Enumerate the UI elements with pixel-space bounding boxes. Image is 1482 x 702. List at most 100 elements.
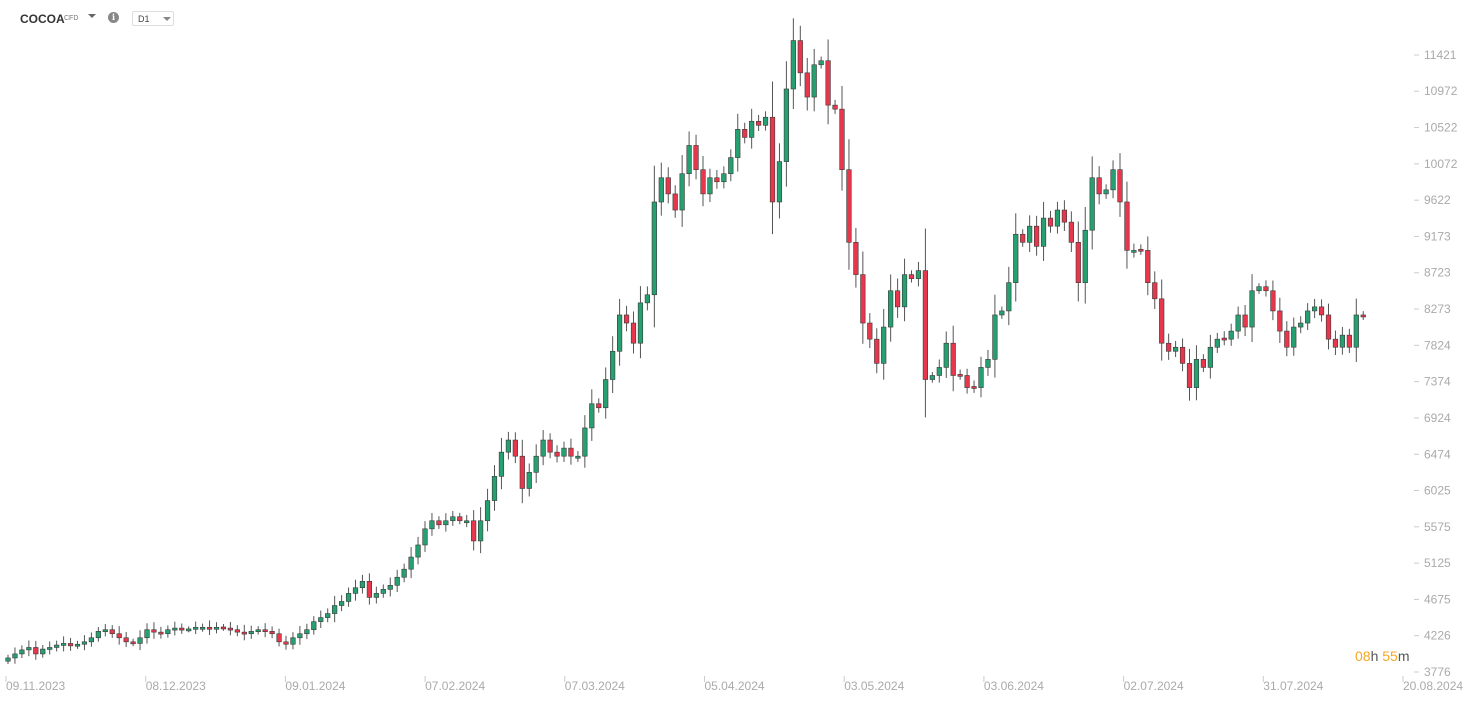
candle <box>1312 298 1318 319</box>
candle <box>790 18 796 110</box>
candle <box>151 622 157 639</box>
candle <box>846 139 852 270</box>
candle <box>450 511 456 526</box>
candle <box>1159 279 1165 361</box>
candle <box>867 313 873 349</box>
candle <box>88 632 94 647</box>
candle <box>186 626 192 633</box>
candle <box>568 438 574 465</box>
candle <box>971 380 977 393</box>
y-tick-label: 4226 <box>1424 629 1451 643</box>
y-tick-label: 7374 <box>1424 375 1451 389</box>
x-tick-label: 03.05.2024 <box>844 679 904 693</box>
countdown-minutes: 55 <box>1382 648 1398 664</box>
candle <box>200 623 206 632</box>
candle <box>1089 156 1095 250</box>
candles-layer <box>5 18 1366 665</box>
y-tick-label: 3776 <box>1424 665 1451 679</box>
candle <box>978 356 984 398</box>
candle <box>714 169 720 189</box>
y-tick-label: 9622 <box>1424 193 1451 207</box>
candle <box>644 286 650 311</box>
candle <box>19 645 25 659</box>
candle <box>1298 316 1304 334</box>
candle <box>505 431 512 460</box>
candle <box>749 108 755 149</box>
timeframe-chevron-down-icon <box>163 17 171 21</box>
candle <box>498 437 505 490</box>
candle <box>352 579 359 601</box>
candle <box>922 228 928 418</box>
candle <box>818 56 824 69</box>
candle <box>33 640 39 660</box>
x-tick-label: 20.08.2024 <box>1403 679 1463 693</box>
candle <box>491 465 498 511</box>
candle <box>936 359 942 383</box>
candle <box>735 113 741 172</box>
candle <box>804 57 810 111</box>
countdown-hours: 08 <box>1355 648 1371 664</box>
candle <box>755 114 762 131</box>
candle <box>637 286 644 359</box>
candle <box>630 311 637 354</box>
candle <box>547 433 553 459</box>
candle <box>457 512 463 525</box>
price-axis: 3776 4226 4675 5125 5575 6025 6474 6924 7374 7824… <box>1414 48 1458 679</box>
candle <box>1075 221 1081 302</box>
candle <box>95 626 101 642</box>
candle <box>561 441 567 463</box>
timeframe-select[interactable]: D1 <box>132 11 174 26</box>
candle <box>241 624 247 641</box>
timeframe-value: D1 <box>138 14 150 24</box>
candle <box>394 569 400 593</box>
candle <box>1020 229 1026 247</box>
y-tick-label: 8723 <box>1424 266 1451 280</box>
candle <box>213 622 220 634</box>
candle <box>721 166 727 189</box>
x-tick-label: 07.03.2024 <box>565 679 625 693</box>
candle <box>582 415 588 468</box>
candle <box>74 640 81 649</box>
candle <box>929 371 935 383</box>
candle <box>811 48 817 112</box>
candle <box>860 251 866 344</box>
instrument-dropdown-chevron-down-icon[interactable] <box>88 14 96 18</box>
x-tick-label: 02.07.2024 <box>1124 679 1184 693</box>
y-tick-label: 10072 <box>1424 157 1458 171</box>
candle <box>596 398 602 413</box>
candle <box>443 513 449 532</box>
candle <box>1061 200 1067 231</box>
candle <box>1173 340 1179 357</box>
candle <box>1221 331 1227 346</box>
candle <box>839 85 845 191</box>
candle <box>1318 299 1325 322</box>
candle <box>1124 181 1130 269</box>
candle <box>269 626 275 639</box>
candle <box>380 584 386 598</box>
candle <box>1096 166 1102 205</box>
candle <box>1103 184 1109 199</box>
candle <box>1068 211 1074 253</box>
candle <box>832 99 838 114</box>
candle <box>992 294 998 378</box>
candle <box>1040 201 1047 261</box>
candle <box>144 623 150 644</box>
candle <box>415 536 421 565</box>
candle <box>1277 297 1283 343</box>
candle <box>1263 280 1269 297</box>
candle <box>999 306 1005 319</box>
candle <box>797 25 803 87</box>
info-icon[interactable]: i <box>108 12 119 23</box>
instrument-symbol[interactable]: COCOA <box>20 12 65 26</box>
candle <box>297 625 303 645</box>
candle <box>1284 321 1290 357</box>
candle <box>1270 280 1276 321</box>
candle <box>54 640 60 652</box>
candle <box>12 647 18 664</box>
x-tick-label: 03.06.2024 <box>984 679 1044 693</box>
candle <box>728 149 734 182</box>
candle <box>1117 153 1123 217</box>
candle <box>158 626 164 639</box>
candle <box>81 635 88 651</box>
